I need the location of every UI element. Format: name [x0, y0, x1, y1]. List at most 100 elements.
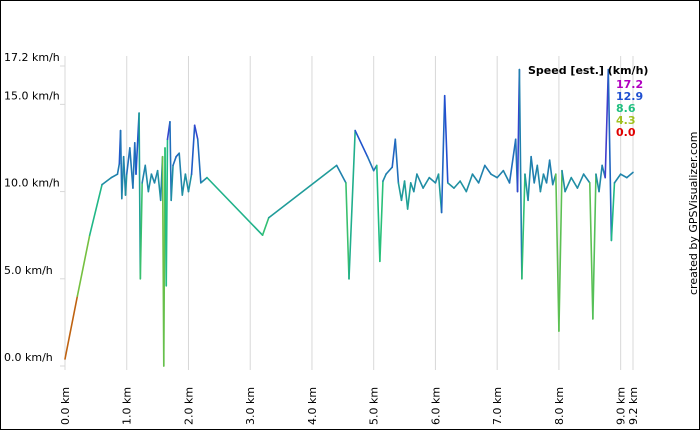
speed-line-segment	[206, 176, 264, 236]
speed-line-segment	[595, 173, 600, 193]
speed-line-segment	[518, 68, 523, 280]
y-tick-label: 10.0 km/h	[4, 177, 60, 190]
x-tick-label: 9.2 km	[627, 387, 640, 425]
speed-line-segment	[561, 169, 566, 193]
credit-text: created by GPSVisualizer.com	[687, 132, 700, 295]
speed-line-segment	[385, 166, 394, 175]
speed-line-segment	[576, 173, 585, 189]
speed-line-segment	[496, 169, 505, 179]
speed-line-segment	[465, 173, 474, 193]
speed-line-segment	[558, 169, 563, 332]
x-tick-label: 4.0 km	[306, 387, 319, 425]
speed-line-segment	[536, 164, 542, 193]
legend-value: 12.9	[616, 90, 643, 103]
speed-line-segment	[477, 164, 486, 184]
speed-line-segment	[527, 155, 532, 202]
speed-line-segment	[391, 138, 397, 168]
y-axis-ticks: 0.0 km/h 5.0 km/h 10.0 km/h 15.0 km/h 17.2 k…	[4, 51, 60, 364]
speed-line-segment	[394, 138, 400, 184]
speed-line-segment	[181, 173, 187, 196]
speed-line-segment	[539, 173, 545, 193]
speed-line-segment	[76, 234, 91, 298]
speed-line-segment	[459, 180, 468, 193]
speed-line-segment	[200, 176, 208, 184]
speed-line-segment	[382, 173, 387, 182]
speed-line-segment	[124, 173, 128, 196]
speed-line-segment	[533, 164, 539, 184]
speed-line-segment	[348, 129, 356, 280]
speed-line-segment	[267, 164, 338, 219]
speed-line-segment	[610, 182, 616, 242]
legend-value: 17.2	[616, 78, 643, 91]
speed-line-segment	[335, 164, 347, 184]
legend-value: 4.3	[616, 114, 636, 127]
speed-line-segment	[139, 182, 143, 280]
speed-line-segment	[397, 182, 403, 202]
speed-line-segment	[144, 164, 150, 193]
y-tick-label: 17.2 km/h	[4, 51, 60, 64]
speed-line-segment	[261, 216, 270, 236]
x-axis-ticks: 0.0 km 1.0 km 2.0 km 3.0 km 4.0 km 5.0 km 6.0 …	[59, 387, 640, 425]
speed-line-segment	[619, 173, 628, 179]
speed-line-segment	[375, 164, 381, 263]
y-tick-label: 0.0 km/h	[4, 351, 53, 364]
x-tick-label: 7.0 km	[491, 387, 504, 425]
speed-line-segment	[400, 180, 406, 202]
speed-line-segment	[604, 68, 610, 179]
plot-area	[64, 68, 634, 367]
speed-line-segment	[403, 180, 409, 210]
speed-line-segment	[545, 159, 551, 184]
x-tick-label: 5.0 km	[368, 387, 381, 425]
speed-line-segment	[416, 173, 424, 189]
speed-line-segment	[521, 173, 526, 280]
speed-line-segment	[607, 68, 613, 242]
speed-line-segment	[64, 295, 79, 360]
speed-line-segment	[101, 176, 113, 186]
speed-line-segment	[413, 173, 418, 193]
speed-line-segment	[548, 159, 554, 186]
speed-line-segment	[422, 176, 431, 189]
speed-line-segment	[366, 155, 375, 172]
speed-line-segment	[172, 155, 177, 167]
speed-line-segment	[406, 182, 412, 210]
speed-line-segment	[524, 173, 529, 202]
x-tick-label: 9.0 km	[615, 387, 628, 425]
legend-title: Speed [est.] (km/h)	[528, 64, 648, 77]
x-tick-label: 0.0 km	[59, 387, 72, 425]
speed-line-segment	[555, 173, 560, 332]
speed-line-segment	[196, 138, 202, 184]
speed-line-segment	[592, 173, 597, 320]
y-tick-label: 5.0 km/h	[4, 264, 53, 277]
speed-line-segment	[187, 173, 193, 193]
x-tick-label: 1.0 km	[121, 387, 134, 425]
legend: Speed [est.] (km/h) 17.212.98.64.30.0	[528, 64, 648, 139]
speed-line-segment	[530, 155, 536, 184]
x-tick-label: 3.0 km	[244, 387, 257, 425]
speed-line-segment	[490, 173, 498, 179]
speed-line-segment	[345, 182, 350, 280]
speed-line-segment	[502, 169, 511, 184]
speed-line-segment	[190, 124, 196, 175]
speed-line-segment	[110, 173, 119, 179]
speed-line-segment	[170, 164, 174, 202]
speed-line-segment	[613, 173, 622, 184]
speed-line-segment	[598, 164, 603, 193]
speed-line-segment	[484, 164, 492, 175]
speed-line-segment	[471, 173, 480, 184]
speed-line-segment	[354, 129, 369, 158]
speed-line-segment	[379, 180, 384, 263]
speed-line-segment	[564, 176, 573, 193]
speed-line-segment	[169, 121, 172, 202]
legend-value: 8.6	[616, 102, 636, 115]
speed-line-segment	[582, 173, 591, 184]
y-tick-label: 15.0 km/h	[4, 89, 60, 102]
x-tick-label: 2.0 km	[182, 387, 195, 425]
speed-line-segment	[626, 171, 634, 179]
speed-line-segment	[165, 138, 169, 287]
speed-line-segment	[446, 182, 455, 189]
speed-line-segment	[588, 182, 594, 320]
speed-line-segment	[125, 147, 131, 175]
speed-line-segment	[88, 183, 103, 236]
